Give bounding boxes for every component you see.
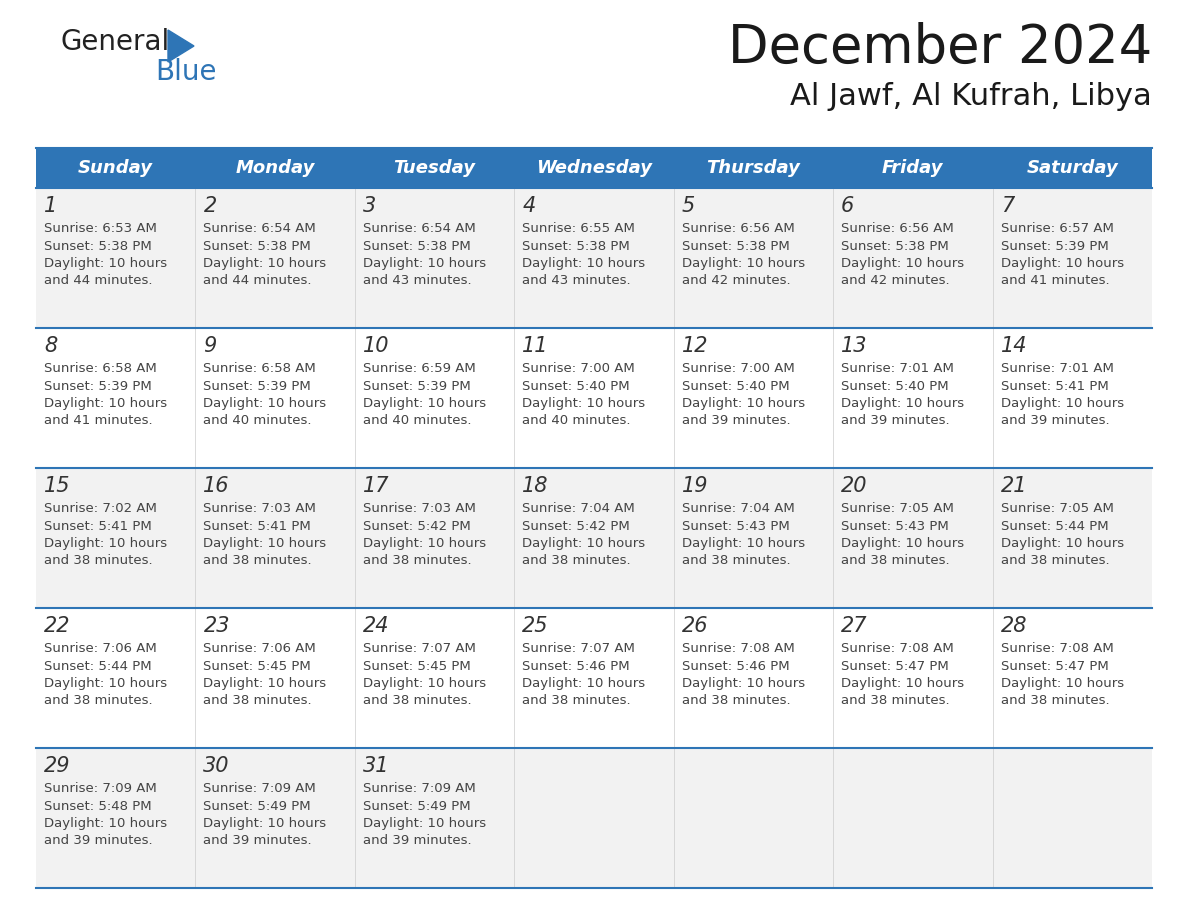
Bar	[196, 148, 355, 188]
Text: 31: 31	[362, 756, 390, 776]
Text: Sunrise: 6:59 AM
Sunset: 5:39 PM
Daylight: 10 hours
and 40 minutes.: Sunrise: 6:59 AM Sunset: 5:39 PM Dayligh…	[362, 362, 486, 428]
Text: 20: 20	[841, 476, 867, 496]
Text: Sunrise: 7:06 AM
Sunset: 5:44 PM
Daylight: 10 hours
and 38 minutes.: Sunrise: 7:06 AM Sunset: 5:44 PM Dayligh…	[44, 642, 168, 708]
Text: Sunrise: 6:55 AM
Sunset: 5:38 PM
Daylight: 10 hours
and 43 minutes.: Sunrise: 6:55 AM Sunset: 5:38 PM Dayligh…	[523, 222, 645, 287]
Text: Sunrise: 6:54 AM
Sunset: 5:38 PM
Daylight: 10 hours
and 43 minutes.: Sunrise: 6:54 AM Sunset: 5:38 PM Dayligh…	[362, 222, 486, 287]
Text: Saturday: Saturday	[1026, 159, 1118, 177]
Bar	[514, 148, 674, 188]
Text: 6: 6	[841, 196, 854, 216]
Text: 30: 30	[203, 756, 230, 776]
Text: 22: 22	[44, 616, 70, 636]
Text: 12: 12	[682, 336, 708, 356]
Text: 2: 2	[203, 196, 216, 216]
Bar	[355, 148, 514, 188]
Text: Sunrise: 6:53 AM
Sunset: 5:38 PM
Daylight: 10 hours
and 44 minutes.: Sunrise: 6:53 AM Sunset: 5:38 PM Dayligh…	[44, 222, 168, 287]
Text: 29: 29	[44, 756, 70, 776]
Text: Sunrise: 7:07 AM
Sunset: 5:45 PM
Daylight: 10 hours
and 38 minutes.: Sunrise: 7:07 AM Sunset: 5:45 PM Dayligh…	[362, 642, 486, 708]
Text: 11: 11	[523, 336, 549, 356]
Text: Sunrise: 7:01 AM
Sunset: 5:40 PM
Daylight: 10 hours
and 39 minutes.: Sunrise: 7:01 AM Sunset: 5:40 PM Dayligh…	[841, 362, 965, 428]
Text: 8: 8	[44, 336, 57, 356]
Text: Sunrise: 7:05 AM
Sunset: 5:44 PM
Daylight: 10 hours
and 38 minutes.: Sunrise: 7:05 AM Sunset: 5:44 PM Dayligh…	[1000, 502, 1124, 567]
Text: 4: 4	[523, 196, 536, 216]
Bar	[674, 148, 833, 188]
Text: 16: 16	[203, 476, 230, 496]
Text: 23: 23	[203, 616, 230, 636]
Text: Sunrise: 7:09 AM
Sunset: 5:49 PM
Daylight: 10 hours
and 39 minutes.: Sunrise: 7:09 AM Sunset: 5:49 PM Dayligh…	[203, 782, 327, 847]
Text: Sunrise: 6:58 AM
Sunset: 5:39 PM
Daylight: 10 hours
and 41 minutes.: Sunrise: 6:58 AM Sunset: 5:39 PM Dayligh…	[44, 362, 168, 428]
Text: Sunrise: 7:00 AM
Sunset: 5:40 PM
Daylight: 10 hours
and 40 minutes.: Sunrise: 7:00 AM Sunset: 5:40 PM Dayligh…	[523, 362, 645, 428]
Text: Sunrise: 7:08 AM
Sunset: 5:47 PM
Daylight: 10 hours
and 38 minutes.: Sunrise: 7:08 AM Sunset: 5:47 PM Dayligh…	[841, 642, 965, 708]
Bar	[833, 148, 992, 188]
Text: 18: 18	[523, 476, 549, 496]
Bar	[36, 468, 1152, 608]
Text: 1: 1	[44, 196, 57, 216]
Bar	[36, 748, 1152, 888]
Text: Sunrise: 6:54 AM
Sunset: 5:38 PM
Daylight: 10 hours
and 44 minutes.: Sunrise: 6:54 AM Sunset: 5:38 PM Dayligh…	[203, 222, 327, 287]
Text: Friday: Friday	[883, 159, 943, 177]
Text: Thursday: Thursday	[707, 159, 801, 177]
Text: Sunrise: 6:58 AM
Sunset: 5:39 PM
Daylight: 10 hours
and 40 minutes.: Sunrise: 6:58 AM Sunset: 5:39 PM Dayligh…	[203, 362, 327, 428]
Text: 5: 5	[682, 196, 695, 216]
Bar	[36, 608, 1152, 748]
Text: 3: 3	[362, 196, 377, 216]
Text: Sunrise: 7:04 AM
Sunset: 5:43 PM
Daylight: 10 hours
and 38 minutes.: Sunrise: 7:04 AM Sunset: 5:43 PM Dayligh…	[682, 502, 804, 567]
Text: General: General	[61, 28, 169, 56]
Text: Sunrise: 7:03 AM
Sunset: 5:42 PM
Daylight: 10 hours
and 38 minutes.: Sunrise: 7:03 AM Sunset: 5:42 PM Dayligh…	[362, 502, 486, 567]
Text: Sunrise: 7:06 AM
Sunset: 5:45 PM
Daylight: 10 hours
and 38 minutes.: Sunrise: 7:06 AM Sunset: 5:45 PM Dayligh…	[203, 642, 327, 708]
Text: Sunrise: 7:05 AM
Sunset: 5:43 PM
Daylight: 10 hours
and 38 minutes.: Sunrise: 7:05 AM Sunset: 5:43 PM Dayligh…	[841, 502, 965, 567]
Text: Sunrise: 7:08 AM
Sunset: 5:47 PM
Daylight: 10 hours
and 38 minutes.: Sunrise: 7:08 AM Sunset: 5:47 PM Dayligh…	[1000, 642, 1124, 708]
Text: Sunrise: 6:56 AM
Sunset: 5:38 PM
Daylight: 10 hours
and 42 minutes.: Sunrise: 6:56 AM Sunset: 5:38 PM Dayligh…	[682, 222, 804, 287]
Text: Tuesday: Tuesday	[393, 159, 475, 177]
Bar	[36, 188, 1152, 328]
Text: Sunrise: 7:09 AM
Sunset: 5:49 PM
Daylight: 10 hours
and 39 minutes.: Sunrise: 7:09 AM Sunset: 5:49 PM Dayligh…	[362, 782, 486, 847]
Text: Sunrise: 7:01 AM
Sunset: 5:41 PM
Daylight: 10 hours
and 39 minutes.: Sunrise: 7:01 AM Sunset: 5:41 PM Dayligh…	[1000, 362, 1124, 428]
Text: 21: 21	[1000, 476, 1028, 496]
Text: Wednesday: Wednesday	[536, 159, 652, 177]
Text: 17: 17	[362, 476, 390, 496]
Text: 26: 26	[682, 616, 708, 636]
Text: 19: 19	[682, 476, 708, 496]
Text: Sunrise: 7:08 AM
Sunset: 5:46 PM
Daylight: 10 hours
and 38 minutes.: Sunrise: 7:08 AM Sunset: 5:46 PM Dayligh…	[682, 642, 804, 708]
Text: Sunrise: 6:56 AM
Sunset: 5:38 PM
Daylight: 10 hours
and 42 minutes.: Sunrise: 6:56 AM Sunset: 5:38 PM Dayligh…	[841, 222, 965, 287]
Text: Monday: Monday	[235, 159, 315, 177]
Text: Sunrise: 7:07 AM
Sunset: 5:46 PM
Daylight: 10 hours
and 38 minutes.: Sunrise: 7:07 AM Sunset: 5:46 PM Dayligh…	[523, 642, 645, 708]
Text: 9: 9	[203, 336, 216, 356]
Text: 7: 7	[1000, 196, 1013, 216]
Text: Blue: Blue	[154, 58, 216, 86]
Text: 28: 28	[1000, 616, 1028, 636]
Text: 10: 10	[362, 336, 390, 356]
Text: Al Jawf, Al Kufrah, Libya: Al Jawf, Al Kufrah, Libya	[790, 82, 1152, 111]
Text: 14: 14	[1000, 336, 1028, 356]
Text: 27: 27	[841, 616, 867, 636]
Text: Sunrise: 7:02 AM
Sunset: 5:41 PM
Daylight: 10 hours
and 38 minutes.: Sunrise: 7:02 AM Sunset: 5:41 PM Dayligh…	[44, 502, 168, 567]
Polygon shape	[168, 30, 194, 62]
Text: 13: 13	[841, 336, 867, 356]
Text: Sunrise: 7:00 AM
Sunset: 5:40 PM
Daylight: 10 hours
and 39 minutes.: Sunrise: 7:00 AM Sunset: 5:40 PM Dayligh…	[682, 362, 804, 428]
Text: 24: 24	[362, 616, 390, 636]
Text: 25: 25	[523, 616, 549, 636]
Bar	[36, 328, 1152, 468]
Text: December 2024: December 2024	[728, 22, 1152, 74]
Text: Sunrise: 6:57 AM
Sunset: 5:39 PM
Daylight: 10 hours
and 41 minutes.: Sunrise: 6:57 AM Sunset: 5:39 PM Dayligh…	[1000, 222, 1124, 287]
Text: Sunrise: 7:09 AM
Sunset: 5:48 PM
Daylight: 10 hours
and 39 minutes.: Sunrise: 7:09 AM Sunset: 5:48 PM Dayligh…	[44, 782, 168, 847]
Bar	[992, 148, 1152, 188]
Bar	[36, 148, 196, 188]
Text: Sunday: Sunday	[78, 159, 153, 177]
Text: Sunrise: 7:04 AM
Sunset: 5:42 PM
Daylight: 10 hours
and 38 minutes.: Sunrise: 7:04 AM Sunset: 5:42 PM Dayligh…	[523, 502, 645, 567]
Text: Sunrise: 7:03 AM
Sunset: 5:41 PM
Daylight: 10 hours
and 38 minutes.: Sunrise: 7:03 AM Sunset: 5:41 PM Dayligh…	[203, 502, 327, 567]
Text: 15: 15	[44, 476, 70, 496]
